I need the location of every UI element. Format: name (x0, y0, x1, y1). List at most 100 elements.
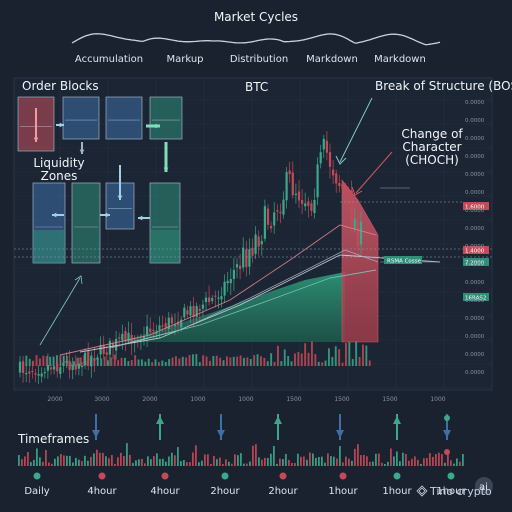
timeframe-bar (186, 462, 188, 466)
candle-bull (282, 199, 285, 215)
timeframe-bar (42, 461, 44, 466)
y-tick-label: 0.0000 (465, 334, 485, 340)
volume-bar (229, 357, 232, 366)
timeframe-bar (36, 448, 38, 466)
timeframe-bar (81, 461, 83, 466)
timeframe-bar (453, 463, 455, 466)
timeframe-bar (117, 457, 119, 466)
timeframe-up-arrow (393, 416, 401, 424)
y-tick-label: 0.0000 (465, 352, 485, 358)
timeframe-bar (396, 451, 398, 466)
candle-bull (115, 338, 118, 351)
timeframe-bar (306, 459, 308, 466)
candle-bull (59, 367, 62, 375)
candle-bear (164, 323, 167, 328)
order-blocks-label: Order Blocks (22, 79, 99, 93)
candle-bear (341, 183, 344, 189)
volume-bar (39, 358, 41, 366)
timeframe-bar (216, 459, 218, 466)
candle-bear (192, 305, 195, 318)
candle-bear (332, 169, 335, 176)
liquidity-arrow-head (117, 195, 123, 200)
volume-bar (311, 341, 313, 366)
timeframe-bar (450, 460, 452, 466)
timeframe-bar (195, 445, 197, 466)
candle-bear (266, 208, 270, 225)
volume-bar (42, 355, 45, 366)
timeframe-bar (39, 457, 41, 466)
volume-bar (304, 343, 307, 366)
volume-bar (246, 357, 249, 366)
timeframe-bar (444, 462, 446, 466)
volume-bar (273, 361, 276, 366)
timeframe-bar (384, 463, 386, 466)
volume-bar (124, 357, 126, 366)
candle-bull (359, 221, 363, 245)
price-tag-text: 1.6000 (465, 205, 485, 211)
timeframe-bar (180, 461, 182, 466)
timeframe-bar (99, 452, 101, 466)
candle-bear (208, 297, 211, 303)
price-tag-text: 16RAS2 (465, 296, 486, 302)
timeframe-bar (348, 458, 350, 466)
candle-bull (254, 234, 257, 254)
price-tags: 1.6000 1.4000 7.2000 16RAS2 (463, 202, 489, 302)
timeframe-signal-dot (444, 415, 450, 421)
y-tick-label: 0.0000 (465, 262, 485, 268)
liquidity-arrowhead (74, 275, 83, 285)
timeframe-signal-dot (444, 449, 450, 455)
volume-bar (100, 358, 103, 366)
volume-bar (236, 356, 239, 366)
timeframe-bar (204, 454, 206, 466)
volume-bar (334, 346, 337, 366)
candle-bull (235, 264, 239, 268)
candle-bull (53, 366, 56, 370)
bos-arrowhead (335, 155, 347, 165)
timeframe-bar (63, 455, 65, 466)
timeframe-bar (18, 455, 20, 466)
candle-bear (28, 371, 31, 374)
y-tick-label: 0.0000 (465, 154, 485, 160)
volume-bar (256, 354, 259, 366)
volume-bar (79, 357, 82, 366)
timeframe-bar (162, 458, 164, 466)
candle-bear (270, 225, 273, 229)
liquidity-zone (149, 182, 181, 264)
timeframe-bar (291, 462, 293, 466)
timeframe-bar (144, 463, 146, 466)
price-tag-text: 1.4000 (465, 249, 485, 255)
candle-bull (155, 331, 158, 334)
volume-bar (120, 357, 123, 366)
y-tick-label: 0.0000 (465, 136, 485, 142)
bos-arrow (339, 97, 373, 163)
volume-bar (345, 342, 347, 366)
volume-bar (287, 356, 290, 366)
timeframe-bar (423, 458, 425, 466)
x-tick-label: 1000 (238, 396, 253, 403)
candle-bull (121, 333, 124, 341)
timeframe-bar (378, 453, 380, 466)
timeframe-bar (333, 456, 335, 466)
volume-bar (232, 356, 235, 366)
timeframe-bar (339, 446, 341, 466)
candle-bear (74, 364, 77, 370)
candle-bull (84, 352, 87, 366)
timeframe-bar (96, 449, 98, 466)
timeframe-bar (51, 463, 53, 466)
timeframe-bar (276, 463, 278, 466)
volume-bar (321, 362, 324, 366)
timeframe-bar (417, 459, 419, 466)
timeframe-label: Daily (24, 486, 50, 497)
candle-bull (322, 138, 325, 150)
timeframe-bar (258, 457, 260, 466)
timeframe-bar (297, 453, 299, 466)
order-block-arrow-head (163, 167, 169, 172)
candle-bear (325, 140, 328, 153)
volume-bar (362, 344, 364, 366)
timeframe-dot (279, 472, 287, 480)
timeframe-bar (45, 449, 47, 466)
order-block-blue (62, 96, 100, 140)
volume-bar (222, 360, 225, 366)
timeframe-up-arrow (274, 416, 282, 424)
volume-bar (253, 355, 256, 366)
